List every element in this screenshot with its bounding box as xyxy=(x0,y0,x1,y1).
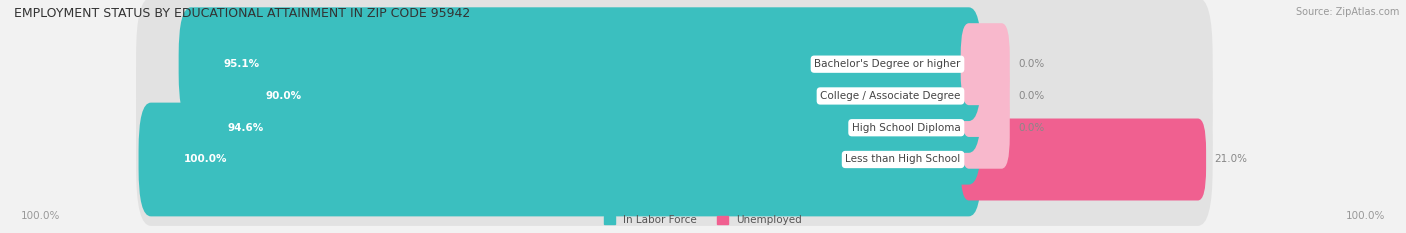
FancyBboxPatch shape xyxy=(960,55,1010,137)
Text: Source: ZipAtlas.com: Source: ZipAtlas.com xyxy=(1295,7,1399,17)
Text: High School Diploma: High School Diploma xyxy=(852,123,960,133)
Text: 100.0%: 100.0% xyxy=(184,154,226,164)
Text: 0.0%: 0.0% xyxy=(1018,123,1045,133)
FancyBboxPatch shape xyxy=(183,71,981,185)
Text: 90.0%: 90.0% xyxy=(266,91,301,101)
FancyBboxPatch shape xyxy=(136,30,1212,162)
Text: 21.0%: 21.0% xyxy=(1215,154,1247,164)
Text: 95.1%: 95.1% xyxy=(224,59,260,69)
FancyBboxPatch shape xyxy=(136,61,1212,194)
Text: EMPLOYMENT STATUS BY EDUCATIONAL ATTAINMENT IN ZIP CODE 95942: EMPLOYMENT STATUS BY EDUCATIONAL ATTAINM… xyxy=(14,7,471,20)
Text: Bachelor's Degree or higher: Bachelor's Degree or higher xyxy=(814,59,960,69)
Text: 94.6%: 94.6% xyxy=(228,123,264,133)
Text: 100.0%: 100.0% xyxy=(1346,211,1385,221)
FancyBboxPatch shape xyxy=(136,93,1212,226)
Text: 0.0%: 0.0% xyxy=(1018,91,1045,101)
FancyBboxPatch shape xyxy=(136,0,1212,130)
FancyBboxPatch shape xyxy=(179,7,981,121)
FancyBboxPatch shape xyxy=(960,119,1206,200)
Text: College / Associate Degree: College / Associate Degree xyxy=(820,91,960,101)
Text: 100.0%: 100.0% xyxy=(21,211,60,221)
Text: Less than High School: Less than High School xyxy=(845,154,960,164)
FancyBboxPatch shape xyxy=(221,39,981,153)
Legend: In Labor Force, Unemployed: In Labor Force, Unemployed xyxy=(605,216,801,226)
FancyBboxPatch shape xyxy=(960,23,1010,105)
Text: 0.0%: 0.0% xyxy=(1018,59,1045,69)
FancyBboxPatch shape xyxy=(960,87,1010,169)
FancyBboxPatch shape xyxy=(139,103,981,216)
